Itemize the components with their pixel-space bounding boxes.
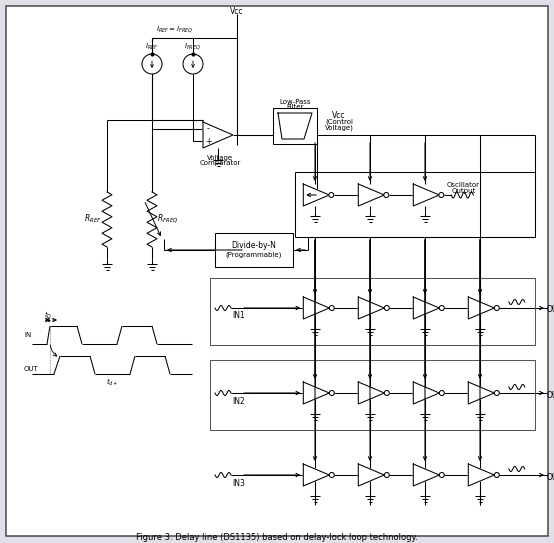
Text: $R_{FREQ}$: $R_{FREQ}$ (157, 213, 179, 225)
Polygon shape (303, 382, 329, 404)
Text: Low-Pass: Low-Pass (279, 99, 311, 105)
Polygon shape (413, 464, 439, 486)
Polygon shape (358, 184, 384, 206)
Circle shape (384, 390, 389, 395)
Text: $t_{d+}$: $t_{d+}$ (106, 376, 118, 388)
Polygon shape (468, 464, 494, 486)
Circle shape (329, 193, 334, 198)
Text: IN3: IN3 (233, 478, 245, 488)
Bar (210, 278, 535, 345)
Text: $R_{REF}$: $R_{REF}$ (84, 213, 102, 225)
Bar (273, 108, 317, 144)
Circle shape (384, 193, 389, 198)
Circle shape (384, 306, 389, 311)
Circle shape (494, 472, 499, 477)
Circle shape (439, 390, 444, 395)
Polygon shape (358, 297, 384, 319)
Bar (210, 360, 535, 430)
Text: Oscillator: Oscillator (447, 182, 480, 188)
Circle shape (439, 306, 444, 311)
Polygon shape (303, 464, 329, 486)
Circle shape (329, 306, 334, 311)
Bar (215, 233, 293, 267)
Text: Voltage): Voltage) (325, 125, 353, 131)
Text: OUT1: OUT1 (546, 306, 554, 314)
Text: OUT: OUT (24, 366, 39, 372)
Circle shape (439, 193, 444, 198)
Polygon shape (413, 382, 439, 404)
Text: Figure 3. Delay line (DS1135) based on delay-lock loop technology.: Figure 3. Delay line (DS1135) based on d… (136, 533, 418, 541)
Polygon shape (303, 184, 329, 206)
Circle shape (142, 54, 162, 74)
Text: Filter: Filter (286, 104, 304, 110)
Polygon shape (358, 464, 384, 486)
Text: IN1: IN1 (233, 312, 245, 320)
Polygon shape (358, 382, 384, 404)
Circle shape (494, 306, 499, 311)
Text: Output: Output (451, 188, 475, 194)
Circle shape (384, 472, 389, 477)
Circle shape (183, 54, 203, 74)
Text: $I_{FREQ}$: $I_{FREQ}$ (184, 42, 202, 52)
Polygon shape (413, 297, 439, 319)
Circle shape (329, 390, 334, 395)
Text: OUT2: OUT2 (546, 390, 554, 400)
Text: +: + (205, 136, 211, 146)
Text: $I_{REF} = I_{FREQ}$: $I_{REF} = I_{FREQ}$ (156, 25, 193, 35)
Text: IN: IN (24, 332, 31, 338)
Text: (Control: (Control (325, 119, 353, 125)
Text: Vcc: Vcc (332, 111, 346, 121)
Text: $t_D$: $t_D$ (44, 310, 52, 320)
Circle shape (329, 472, 334, 477)
Circle shape (494, 390, 499, 395)
Text: $I_{REF}$: $I_{REF}$ (145, 42, 158, 52)
Text: Comparator: Comparator (199, 160, 240, 166)
Text: OUT3: OUT3 (546, 472, 554, 482)
Polygon shape (303, 297, 329, 319)
Text: Divide-by-N: Divide-by-N (232, 241, 276, 249)
Polygon shape (278, 113, 312, 139)
Text: -: - (207, 124, 209, 134)
Polygon shape (413, 184, 439, 206)
FancyArrowPatch shape (50, 345, 57, 356)
Text: Voltage: Voltage (207, 155, 233, 161)
Circle shape (439, 472, 444, 477)
Polygon shape (468, 297, 494, 319)
Polygon shape (203, 122, 233, 148)
Text: Vcc: Vcc (230, 7, 244, 16)
Text: IN2: IN2 (233, 396, 245, 406)
Polygon shape (468, 382, 494, 404)
Text: (Programmable): (Programmable) (226, 252, 282, 258)
